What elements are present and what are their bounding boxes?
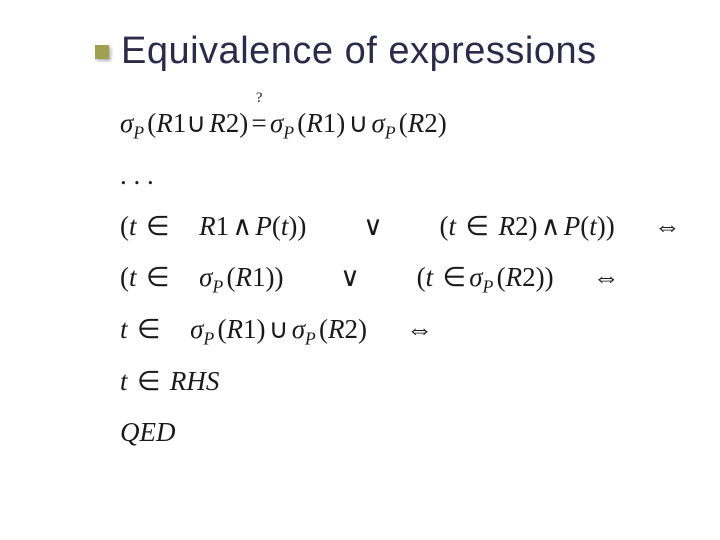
math-line-5: t∈σP(R1)∪σP(R2)⇔ — [120, 304, 670, 356]
title-bullet — [95, 45, 109, 59]
math-line-6: t∈RHS — [120, 356, 670, 407]
slide-title: Equivalence of expressions — [121, 30, 597, 73]
proof-content: σP(R1∪R2)?=σP(R1)∪σP(R2) . . . (t∈R1∧P(t… — [95, 98, 670, 458]
math-line-2: . . . — [120, 150, 670, 201]
math-line-4: (t∈σP(R1))∨(t∈σP(R2))⇔ — [120, 252, 670, 304]
math-line-1: σP(R1∪R2)?=σP(R1)∪σP(R2) — [120, 98, 670, 150]
math-line-3: (t∈R1∧P(t))∨(t∈R2)∧P(t))⇔ — [120, 201, 670, 252]
math-line-7: QED — [120, 407, 670, 458]
